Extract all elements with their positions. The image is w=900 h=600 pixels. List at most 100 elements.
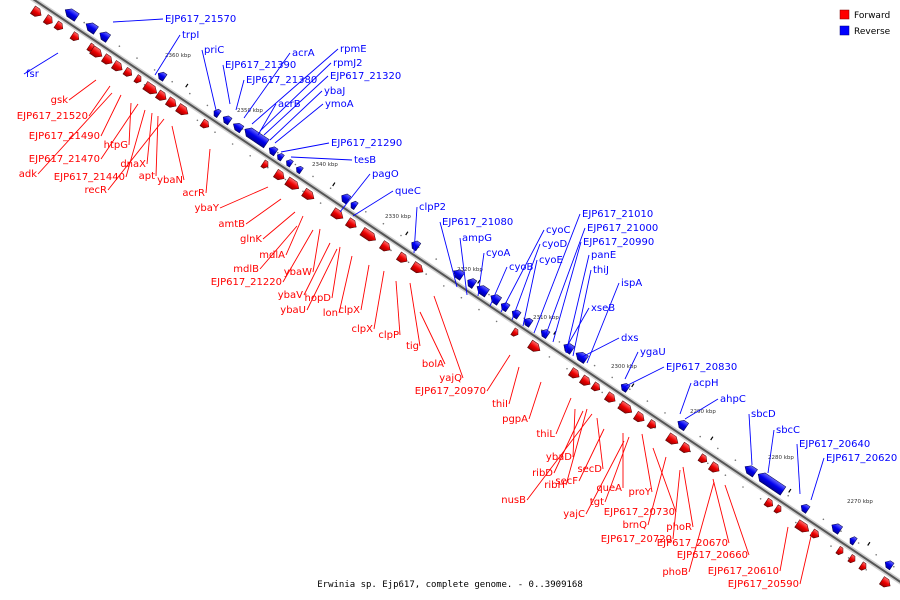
reverse-gene-feature [99, 31, 112, 43]
forward-leader-line [303, 242, 331, 296]
forward-gene-feature [878, 576, 891, 588]
reverse-gene-feature [233, 122, 245, 134]
legend-forward-swatch [839, 9, 850, 20]
reverse-gene-label: cyoA [486, 248, 511, 259]
reverse-leader-line [257, 103, 277, 136]
tick-dot [319, 202, 322, 204]
tick-dot [893, 565, 895, 568]
reverse-leader-line [565, 254, 590, 354]
forward-leader-line [433, 295, 464, 379]
forward-leader-line [373, 270, 385, 330]
reverse-leader-line [552, 241, 582, 343]
forward-gene-feature [678, 441, 691, 453]
tick-label: 2350 kbp [237, 108, 263, 114]
forward-gene-feature [567, 367, 580, 379]
tick-dot [294, 163, 297, 166]
tick-dot [629, 388, 631, 391]
reverse-gene-feature [222, 115, 233, 126]
reverse-gene-label: fsr [26, 69, 40, 80]
reverse-leader-line [243, 52, 291, 119]
reverse-gene-label: cyoE [539, 255, 563, 266]
tick-dot [593, 364, 596, 367]
tick-dot [488, 293, 490, 296]
reverse-gene-label: EJP617_20830 [666, 362, 737, 373]
forward-leader-line [259, 225, 298, 270]
reverse-gene-feature [85, 22, 99, 35]
reverse-gene-label: EJP617_21010 [582, 209, 653, 220]
tick-dot [548, 356, 551, 358]
forward-leader-line [688, 481, 715, 573]
forward-gene-feature [89, 45, 103, 58]
forward-leader-line [652, 447, 677, 513]
gene-label-layer: EJP617_21570 trpI fsr priC acrA rpmE EJP617_21… [17, 14, 897, 590]
reverse-gene-feature [744, 465, 758, 478]
forward-gene-feature [527, 339, 541, 352]
reverse-leader-line [112, 18, 164, 23]
reverse-gene-feature [849, 536, 858, 546]
major-tick [631, 383, 635, 388]
reverse-gene-label: sbcD [751, 409, 776, 420]
forward-leader-line [724, 484, 750, 556]
forward-gene-label: recR [85, 185, 108, 196]
reverse-gene-label: cyoC [546, 225, 571, 236]
tick-dot [390, 249, 392, 252]
forward-gene-feature [69, 31, 80, 42]
forward-gene-feature [646, 419, 657, 429]
reverse-gene-feature [453, 269, 466, 281]
reverse-gene-label: ygaU [640, 347, 666, 358]
forward-gene-label: lon [323, 308, 338, 319]
reverse-gene-feature [277, 153, 285, 162]
forward-leader-line [282, 229, 314, 283]
forward-leader-line [712, 478, 730, 544]
reverse-leader-line [274, 103, 324, 144]
reverse-gene-label: acpH [693, 378, 719, 389]
reverse-gene-label: clpP2 [419, 202, 446, 213]
forward-gene-label: EJP617_20660 [677, 550, 748, 561]
forward-gene-label: EJP617_21220 [211, 277, 282, 288]
forward-leader-line [604, 436, 630, 503]
tick-dot [171, 80, 173, 83]
reverse-leader-line [23, 52, 59, 75]
reverse-gene-label: EJP617_21080 [442, 217, 513, 228]
tick-dot [787, 494, 789, 497]
reverse-gene-label: rpmJ2 [333, 58, 363, 69]
tick-dot [118, 45, 121, 47]
reverse-gene-label: trpI [182, 30, 199, 41]
forward-gene-label: amtB [218, 219, 245, 230]
reverse-leader-line [522, 259, 538, 327]
forward-leader-line [419, 311, 446, 365]
reverse-leader-line [511, 243, 541, 321]
forward-gene-label: clpX [339, 305, 361, 316]
reverse-gene-label: acrA [292, 48, 315, 59]
tick-dot [646, 400, 649, 402]
reverse-gene-label: acrB [278, 99, 301, 110]
tick-dot [400, 234, 402, 237]
forward-leader-line [682, 466, 694, 528]
forward-leader-line [596, 417, 604, 470]
reverse-gene-label: cyoB [509, 262, 534, 273]
forward-gene-feature [284, 176, 300, 190]
tick-dot [302, 190, 304, 193]
forward-gene-feature [395, 251, 408, 263]
forward-gene-label: clpP [378, 330, 399, 341]
reverse-leader-line [352, 190, 394, 217]
forward-gene-label: ybaW [284, 267, 312, 278]
tick-dot [329, 187, 332, 189]
forward-gene-feature [122, 67, 133, 77]
reverse-gene-feature [523, 317, 534, 328]
tick-dot [840, 530, 842, 532]
forward-leader-line [672, 469, 681, 540]
forward-leader-line [100, 94, 122, 137]
reverse-gene-label: EJP617_20640 [799, 439, 870, 450]
forward-gene-label: secF [555, 476, 578, 487]
major-tick [477, 279, 481, 284]
forward-leader-line [262, 211, 296, 240]
reverse-leader-line [565, 307, 590, 349]
reverse-gene-label: EJP617_21320 [330, 71, 401, 82]
forward-gene-label: glnK [240, 234, 262, 245]
forward-leader-line [555, 397, 572, 435]
reverse-gene-feature [268, 146, 279, 157]
tick-label: 2340 kbp [312, 162, 338, 168]
forward-leader-line [799, 531, 813, 585]
tick-dot [83, 21, 85, 24]
